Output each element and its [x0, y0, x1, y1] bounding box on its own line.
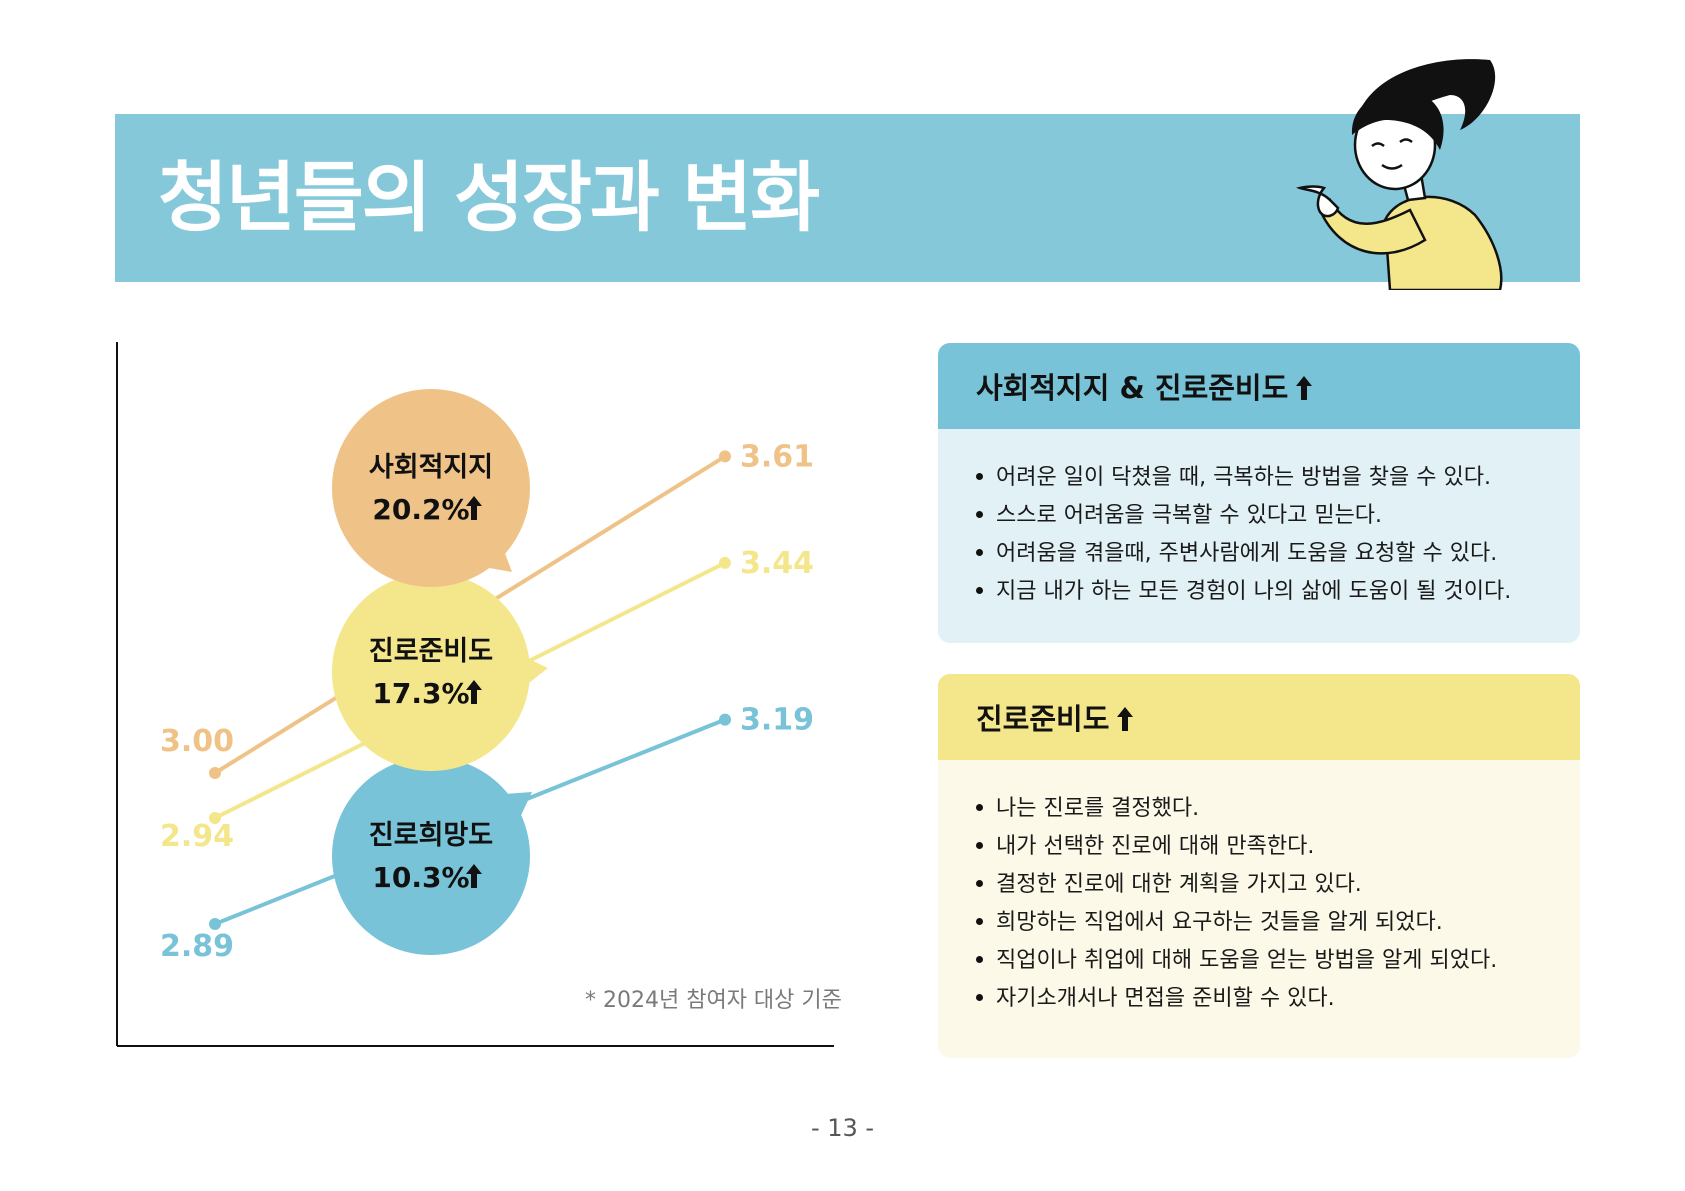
end-value-label: 3.61 — [740, 439, 814, 474]
data-point — [719, 713, 731, 726]
list-item: 자기소개서나 면접을 준비할 수 있다. — [976, 980, 1580, 1018]
bubble-3: 진로희망도 10.3% — [332, 757, 532, 955]
data-point — [209, 812, 221, 824]
page-title: 청년들의 성장과 변화 — [158, 153, 820, 242]
end-value-label: 3.44 — [740, 546, 814, 581]
social-support-list: 어려운 일이 닥쳤을 때, 극복하는 방법을 찾을 수 있다. 스스로 어려움을… — [938, 429, 1580, 611]
career-readiness-list: 나는 진로를 결정했다. 내가 선택한 진로에 대해 만족한다. 결정한 진로에… — [938, 760, 1580, 1018]
arrow-up-icon — [1296, 376, 1313, 400]
bubble-circle — [332, 573, 530, 771]
list-item: 어려운 일이 닥쳤을 때, 극복하는 방법을 찾을 수 있다. — [976, 459, 1580, 497]
start-value-label: 2.89 — [160, 929, 234, 964]
social-support-card-title: 사회적지지 & 진로준비도 — [976, 371, 1289, 405]
list-item: 희망하는 직업에서 요구하는 것들을 알게 되었다. — [976, 904, 1580, 942]
list-item: 나는 진로를 결정했다. — [976, 790, 1580, 828]
growth-chart: 3.00 3.61 2.94 3.44 2.89 3.19 진로희망도 10.3% 진로준비도… — [116, 342, 834, 1047]
social-support-card: 사회적지지 & 진로준비도 어려운 일이 닥쳤을 때, 극복하는 방법을 찾을 … — [938, 343, 1580, 643]
bubble-circle — [332, 389, 530, 587]
arrow-up-icon — [466, 680, 482, 704]
list-item: 내가 선택한 진로에 대해 만족한다. — [976, 828, 1580, 866]
career-readiness-card-title: 진로준비도 — [976, 702, 1110, 736]
start-value-label: 3.00 — [160, 724, 234, 759]
list-item: 지금 내가 하는 모든 경험이 나의 삶에 도움이 될 것이다. — [976, 573, 1580, 611]
end-value-label: 3.19 — [740, 703, 814, 738]
chart-footnote: * 2024년 참여자 대상 기준 — [585, 988, 842, 1013]
pointing-girl-illustration — [1295, 59, 1503, 290]
data-point — [719, 450, 731, 463]
series-change: 17.3% — [372, 677, 469, 710]
start-value-label: 2.94 — [160, 819, 234, 854]
bubble-circle — [332, 757, 530, 955]
series-name: 진로준비도 — [369, 636, 493, 667]
social-support-card-header: 사회적지지 & 진로준비도 — [938, 343, 1580, 429]
career-readiness-card-header: 진로준비도 — [938, 674, 1580, 760]
title-banner — [115, 114, 1580, 282]
career-readiness-card: 진로준비도 나는 진로를 결정했다. 내가 선택한 진로에 대해 만족한다. 결… — [938, 674, 1580, 1058]
bubble-1: 사회적지지 20.2% — [332, 389, 530, 587]
arrow-up-icon — [466, 496, 482, 520]
series-change: 20.2% — [372, 493, 469, 526]
series-change: 10.3% — [372, 861, 469, 894]
arrow-up-icon — [466, 864, 482, 888]
list-item: 직업이나 취업에 대해 도움을 얻는 방법을 알게 되었다. — [976, 942, 1580, 980]
bubble-2: 진로준비도 17.3% — [332, 573, 548, 771]
data-point — [719, 556, 731, 569]
list-item: 어려움을 겪을때, 주변사람에게 도움을 요청할 수 있다. — [976, 535, 1580, 573]
series-name: 진로희망도 — [369, 820, 493, 851]
data-point — [209, 918, 221, 930]
data-point — [209, 767, 221, 779]
list-item: 결정한 진로에 대한 계획을 가지고 있다. — [976, 866, 1580, 904]
page-number: - 13 - — [810, 1114, 875, 1142]
list-item: 스스로 어려움을 극복할 수 있다고 믿는다. — [976, 497, 1580, 535]
series-name: 사회적지지 — [369, 452, 493, 483]
arrow-up-icon — [1117, 707, 1134, 731]
